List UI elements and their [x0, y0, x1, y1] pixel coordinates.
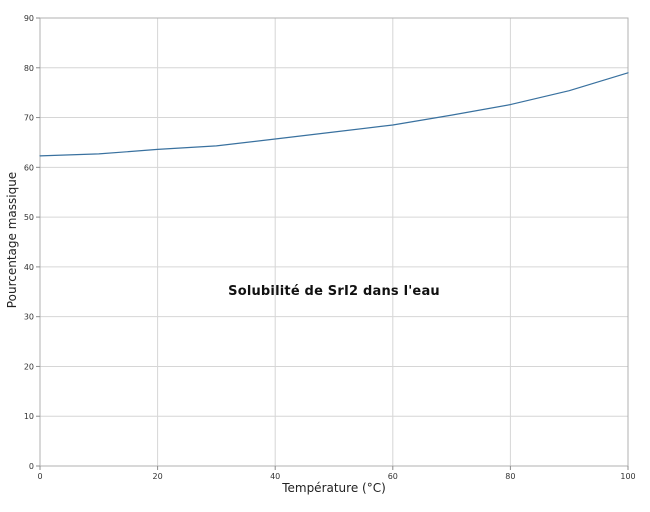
- x-tick-label: 20: [153, 472, 163, 481]
- y-tick-label: 80: [24, 64, 34, 73]
- y-tick-label: 50: [24, 213, 34, 222]
- x-axis-label: Température (°C): [282, 481, 386, 495]
- solubility-line: [39, 72, 629, 157]
- y-tick-label: 0: [29, 462, 34, 471]
- y-axis-label: Pourcentage massique: [5, 171, 19, 309]
- y-tick-label: 90: [24, 14, 34, 23]
- y-tick-label: 60: [24, 163, 34, 172]
- x-tick-label: 60: [388, 472, 398, 481]
- y-tick-label: 40: [24, 263, 34, 272]
- x-tick-label: 100: [620, 472, 635, 481]
- y-tick-label: 30: [24, 313, 34, 322]
- x-tick-label: 40: [270, 472, 280, 481]
- x-tick-label: 0: [37, 472, 42, 481]
- y-tick-label: 10: [24, 412, 34, 421]
- chart-title: Solubilité de SrI2 dans l'eau: [228, 284, 440, 299]
- y-tick-label: 20: [24, 362, 34, 371]
- plot-border: [39, 17, 629, 467]
- y-tick-label: 70: [24, 114, 34, 123]
- x-tick-label: 80: [505, 472, 515, 481]
